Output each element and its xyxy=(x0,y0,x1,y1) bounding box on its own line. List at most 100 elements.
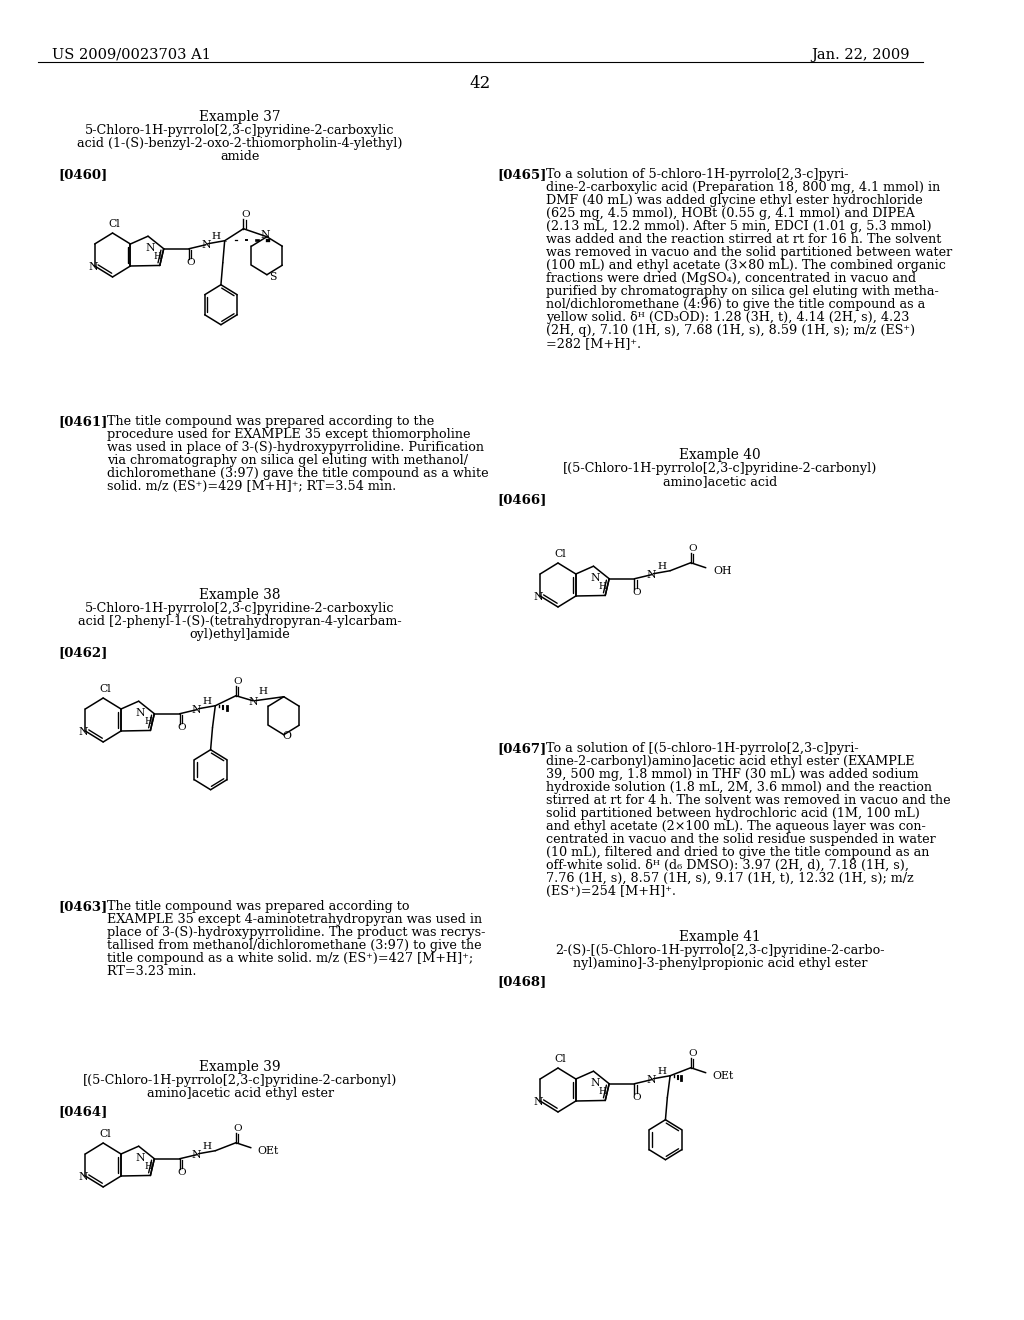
Text: S: S xyxy=(269,272,276,281)
Text: 2-(S)-[(5-Chloro-1H-pyrrolo[2,3-c]pyridine-2-carbo-: 2-(S)-[(5-Chloro-1H-pyrrolo[2,3-c]pyridi… xyxy=(555,944,885,957)
Text: O: O xyxy=(282,731,291,741)
Text: [0468]: [0468] xyxy=(497,975,546,987)
Text: [(5-Chloro-1H-pyrrolo[2,3-c]pyridine-2-carbonyl): [(5-Chloro-1H-pyrrolo[2,3-c]pyridine-2-c… xyxy=(83,1074,397,1086)
Text: 5-Chloro-1H-pyrrolo[2,3-c]pyridine-2-carboxylic: 5-Chloro-1H-pyrrolo[2,3-c]pyridine-2-car… xyxy=(85,602,395,615)
Text: yellow solid. δᴴ (CD₃OD): 1.28 (3H, t), 4.14 (2H, s), 4.23: yellow solid. δᴴ (CD₃OD): 1.28 (3H, t), … xyxy=(546,312,909,323)
Text: The title compound was prepared according to the: The title compound was prepared accordin… xyxy=(106,414,434,428)
Text: nyl)amino]-3-phenylpropionic acid ethyl ester: nyl)amino]-3-phenylpropionic acid ethyl … xyxy=(573,957,867,970)
Text: US 2009/0023703 A1: US 2009/0023703 A1 xyxy=(51,48,211,62)
Text: [0465]: [0465] xyxy=(497,168,547,181)
Text: H: H xyxy=(154,252,162,260)
Text: dine-2-carbonyl)amino]acetic acid ethyl ester (EXAMPLE: dine-2-carbonyl)amino]acetic acid ethyl … xyxy=(546,755,914,768)
Text: dine-2-carboxylic acid (Preparation 18, 800 mg, 4.1 mmol) in: dine-2-carboxylic acid (Preparation 18, … xyxy=(546,181,940,194)
Text: H: H xyxy=(144,1162,152,1171)
Text: O: O xyxy=(241,210,250,219)
Text: solid. m/z (ES⁺)=429 [M+H]⁺; RT=3.54 min.: solid. m/z (ES⁺)=429 [M+H]⁺; RT=3.54 min… xyxy=(106,480,396,492)
Text: H: H xyxy=(657,1068,666,1076)
Text: (ES⁺)=254 [M+H]⁺.: (ES⁺)=254 [M+H]⁺. xyxy=(546,884,676,898)
Text: off-white solid. δᴴ (d₆ DMSO): 3.97 (2H, d), 7.18 (1H, s),: off-white solid. δᴴ (d₆ DMSO): 3.97 (2H,… xyxy=(546,859,908,873)
Text: N: N xyxy=(201,240,211,249)
Text: stirred at rt for 4 h. The solvent was removed in vacuo and the: stirred at rt for 4 h. The solvent was r… xyxy=(546,795,950,807)
Text: N: N xyxy=(79,1172,88,1181)
Text: N: N xyxy=(591,573,600,583)
Text: procedure used for EXAMPLE 35 except thiomorpholine: procedure used for EXAMPLE 35 except thi… xyxy=(106,428,470,441)
Text: purified by chromatography on silica gel eluting with metha-: purified by chromatography on silica gel… xyxy=(546,285,939,298)
Text: OEt: OEt xyxy=(257,1146,279,1156)
Text: fractions were dried (MgSO₄), concentrated in vacuo and: fractions were dried (MgSO₄), concentrat… xyxy=(546,272,915,285)
Text: Example 40: Example 40 xyxy=(679,447,761,462)
Text: EXAMPLE 35 except 4-aminotetrahydropyran was used in: EXAMPLE 35 except 4-aminotetrahydropyran… xyxy=(106,913,482,927)
Text: centrated in vacuo and the solid residue suspended in water: centrated in vacuo and the solid residue… xyxy=(546,833,936,846)
Text: H: H xyxy=(657,562,666,572)
Text: [(5-Chloro-1H-pyrrolo[2,3-c]pyridine-2-carbonyl): [(5-Chloro-1H-pyrrolo[2,3-c]pyridine-2-c… xyxy=(563,462,878,475)
Text: oyl)ethyl]amide: oyl)ethyl]amide xyxy=(189,628,291,642)
Text: To a solution of 5-chloro-1H-pyrrolo[2,3-c]pyri-: To a solution of 5-chloro-1H-pyrrolo[2,3… xyxy=(546,168,848,181)
Text: O: O xyxy=(186,259,196,267)
Text: N: N xyxy=(646,570,656,579)
Text: H: H xyxy=(144,717,152,726)
Text: acid (1-(S)-benzyl-2-oxo-2-thiomorpholin-4-ylethyl): acid (1-(S)-benzyl-2-oxo-2-thiomorpholin… xyxy=(78,137,402,150)
Text: [0466]: [0466] xyxy=(497,492,547,506)
Text: N: N xyxy=(248,697,258,706)
Text: amino]acetic acid ethyl ester: amino]acetic acid ethyl ester xyxy=(146,1086,334,1100)
Text: O: O xyxy=(233,677,242,686)
Text: dichloromethane (3:97) gave the title compound as a white: dichloromethane (3:97) gave the title co… xyxy=(106,467,488,480)
Text: Cl: Cl xyxy=(109,219,120,228)
Text: and ethyl acetate (2×100 mL). The aqueous layer was con-: and ethyl acetate (2×100 mL). The aqueou… xyxy=(546,820,926,833)
Text: amide: amide xyxy=(220,150,260,162)
Text: (625 mg, 4.5 mmol), HOBt (0.55 g, 4.1 mmol) and DIPEA: (625 mg, 4.5 mmol), HOBt (0.55 g, 4.1 mm… xyxy=(546,207,914,220)
Text: N: N xyxy=(646,1074,656,1085)
Text: hydroxide solution (1.8 mL, 2M, 3.6 mmol) and the reaction: hydroxide solution (1.8 mL, 2M, 3.6 mmol… xyxy=(546,781,932,795)
Text: (100 mL) and ethyl acetate (3×80 mL). The combined organic: (100 mL) and ethyl acetate (3×80 mL). Th… xyxy=(546,259,946,272)
Text: Cl: Cl xyxy=(554,1053,565,1064)
Text: N: N xyxy=(260,230,269,240)
Text: [0463]: [0463] xyxy=(58,900,108,913)
Text: H: H xyxy=(599,582,607,590)
Text: Cl: Cl xyxy=(99,684,111,694)
Text: [0467]: [0467] xyxy=(497,742,546,755)
Text: [0460]: [0460] xyxy=(58,168,108,181)
Text: H: H xyxy=(202,697,211,706)
Text: N: N xyxy=(136,709,145,718)
Text: was removed in vacuo and the solid partitioned between water: was removed in vacuo and the solid parti… xyxy=(546,246,952,259)
Text: N: N xyxy=(79,727,88,737)
Text: =282 [M+H]⁺.: =282 [M+H]⁺. xyxy=(546,337,641,350)
Text: nol/dichloromethane (4:96) to give the title compound as a: nol/dichloromethane (4:96) to give the t… xyxy=(546,298,925,312)
Text: [0461]: [0461] xyxy=(58,414,108,428)
Text: (10 mL), filtered and dried to give the title compound as an: (10 mL), filtered and dried to give the … xyxy=(546,846,929,859)
Text: tallised from methanol/dichloromethane (3:97) to give the: tallised from methanol/dichloromethane (… xyxy=(106,939,481,952)
Text: The title compound was prepared according to: The title compound was prepared accordin… xyxy=(106,900,410,913)
Text: OEt: OEt xyxy=(712,1071,733,1081)
Text: 5-Chloro-1H-pyrrolo[2,3-c]pyridine-2-carboxylic: 5-Chloro-1H-pyrrolo[2,3-c]pyridine-2-car… xyxy=(85,124,395,137)
Text: amino]acetic acid: amino]acetic acid xyxy=(664,475,777,488)
Text: N: N xyxy=(534,591,543,602)
Text: was added and the reaction stirred at rt for 16 h. The solvent: was added and the reaction stirred at rt… xyxy=(546,234,941,246)
Text: Example 41: Example 41 xyxy=(679,931,761,944)
Text: H: H xyxy=(202,1142,211,1151)
Text: 42: 42 xyxy=(470,75,490,92)
Text: Example 37: Example 37 xyxy=(200,110,281,124)
Text: N: N xyxy=(591,1078,600,1088)
Text: RT=3.23 min.: RT=3.23 min. xyxy=(106,965,197,978)
Text: N: N xyxy=(136,1154,145,1163)
Text: N: N xyxy=(534,1097,543,1107)
Text: [0464]: [0464] xyxy=(58,1105,108,1118)
Text: acid [2-phenyl-1-(S)-(tetrahydropyran-4-ylcarbam-: acid [2-phenyl-1-(S)-(tetrahydropyran-4-… xyxy=(78,615,401,628)
Text: N: N xyxy=(88,261,97,272)
Text: H: H xyxy=(599,1086,607,1096)
Text: Jan. 22, 2009: Jan. 22, 2009 xyxy=(811,48,909,62)
Text: O: O xyxy=(688,1049,697,1059)
Text: O: O xyxy=(177,723,185,733)
Text: N: N xyxy=(191,705,202,714)
Text: was used in place of 3-(S)-hydroxypyrrolidine. Purification: was used in place of 3-(S)-hydroxypyrrol… xyxy=(106,441,484,454)
Text: 7.76 (1H, s), 8.57 (1H, s), 9.17 (1H, t), 12.32 (1H, s); m/z: 7.76 (1H, s), 8.57 (1H, s), 9.17 (1H, t)… xyxy=(546,873,913,884)
Text: O: O xyxy=(632,589,641,597)
Text: Example 39: Example 39 xyxy=(200,1060,281,1074)
Text: OH: OH xyxy=(714,566,732,576)
Text: To a solution of [(5-chloro-1H-pyrrolo[2,3-c]pyri-: To a solution of [(5-chloro-1H-pyrrolo[2… xyxy=(546,742,858,755)
Text: via chromatography on silica gel eluting with methanol/: via chromatography on silica gel eluting… xyxy=(106,454,468,467)
Text: place of 3-(S)-hydroxypyrrolidine. The product was recrys-: place of 3-(S)-hydroxypyrrolidine. The p… xyxy=(106,927,485,939)
Text: N: N xyxy=(145,243,155,253)
Text: 39, 500 mg, 1.8 mmol) in THF (30 mL) was added sodium: 39, 500 mg, 1.8 mmol) in THF (30 mL) was… xyxy=(546,768,919,781)
Text: [0462]: [0462] xyxy=(58,645,108,659)
